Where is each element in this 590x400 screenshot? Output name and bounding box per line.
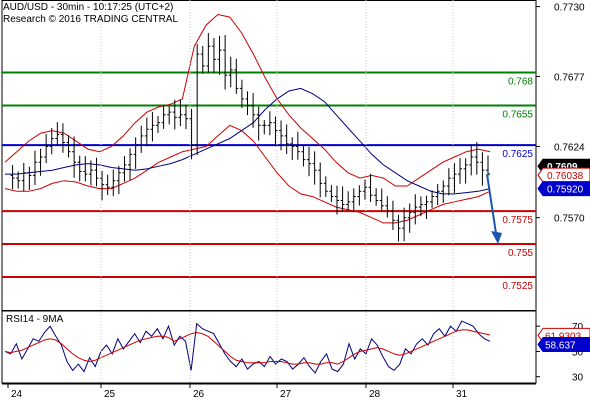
price-tick-label-1: 0.7677	[554, 73, 585, 84]
x-tick-label-0: 24	[11, 389, 23, 400]
chart-title: AUD/USD - 30min - 10:17:25 (UTC+2)	[3, 2, 174, 13]
forecast-arrow-shaft	[486, 173, 498, 241]
price-panel-frame	[1, 0, 537, 311]
rsi-title: RSI14 - 9MA	[6, 314, 64, 325]
rsi-badge-label-0: 61.9303	[545, 331, 582, 342]
price-tick-label-0: 0.7730	[554, 3, 585, 14]
rsi-badge-label-1: 58.637	[545, 341, 576, 352]
moving-average-line	[5, 87, 491, 195]
level-label-5: 0.7525	[502, 281, 533, 292]
price-tick-label-3: 0.7570	[554, 214, 585, 225]
rsi-tick-label-0: 70	[572, 322, 584, 333]
forecast-arrow-head	[491, 231, 502, 245]
rsi-panel-frame	[1, 310, 537, 384]
price-badge-1	[537, 167, 590, 183]
x-tick-label-4: 28	[369, 389, 381, 400]
x-tick-label-5: 31	[456, 389, 468, 400]
rsi-line	[4, 320, 491, 374]
rsi-ma-line	[4, 329, 491, 365]
bollinger-upper-line	[4, 13, 491, 187]
x-tick-label-1: 25	[104, 389, 116, 400]
level-label-1: 0.7655	[502, 110, 533, 121]
x-tick-label-3: 27	[280, 389, 292, 400]
level-label-4: 0.755	[508, 248, 533, 259]
rsi-tick-label-2: 30	[572, 373, 584, 384]
price-badge-label-1: 0.76038	[547, 171, 584, 182]
copyright-label: Research © 2016 TRADING CENTRAL	[3, 14, 179, 25]
rsi-badge-1	[537, 337, 590, 353]
level-label-0: 0.768	[508, 77, 533, 88]
level-label-3: 0.7575	[502, 215, 533, 226]
price-badge-2	[537, 181, 590, 197]
level-label-2: 0.7625	[502, 149, 533, 160]
price-badge-label-2: 0.75920	[547, 185, 584, 196]
bollinger-lower-line	[4, 124, 491, 224]
price-tick-label-2: 0.7624	[554, 142, 585, 153]
x-tick-label-2: 26	[193, 389, 205, 400]
rsi-tick-label-1: 50	[572, 347, 584, 358]
